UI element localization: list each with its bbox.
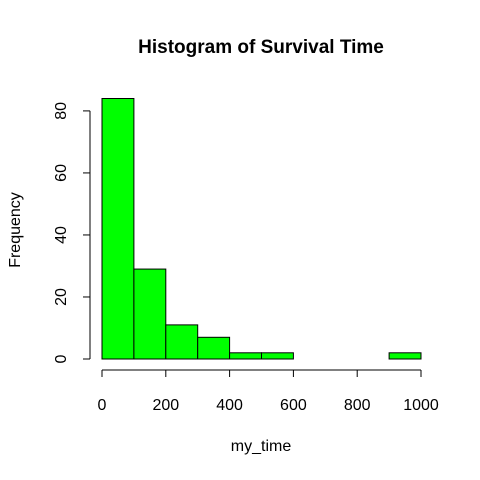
- histogram-bar: [197, 336, 231, 360]
- x-tick-label: 200: [152, 397, 179, 414]
- x-axis-label: my_time: [231, 438, 292, 455]
- y-tick-label: 80: [53, 102, 70, 120]
- x-tick-label: 1000: [403, 397, 439, 414]
- chart-title: Histogram of Survival Time: [138, 37, 384, 58]
- histogram-bar: [165, 324, 199, 360]
- histogram-bar: [229, 352, 263, 360]
- y-tick-label: 40: [53, 226, 70, 244]
- y-tick-label: 60: [53, 164, 70, 182]
- x-tick-label: 600: [280, 397, 307, 414]
- histogram-bar: [101, 98, 135, 360]
- y-axis: 0 20 40 60 80: [53, 102, 91, 363]
- y-tick-label: 0: [53, 354, 70, 363]
- y-axis-label: Frequency: [7, 192, 24, 268]
- histogram-bar: [261, 352, 294, 360]
- x-tick-label: 0: [98, 397, 107, 414]
- x-tick-label: 800: [344, 397, 371, 414]
- x-tick-label: 400: [216, 397, 243, 414]
- histogram-bar: [388, 352, 422, 360]
- bars-group: [101, 98, 422, 360]
- x-axis: 0 200 400 600 800 1000: [98, 369, 439, 414]
- histogram-bar: [133, 268, 167, 360]
- y-tick-label: 20: [53, 288, 70, 306]
